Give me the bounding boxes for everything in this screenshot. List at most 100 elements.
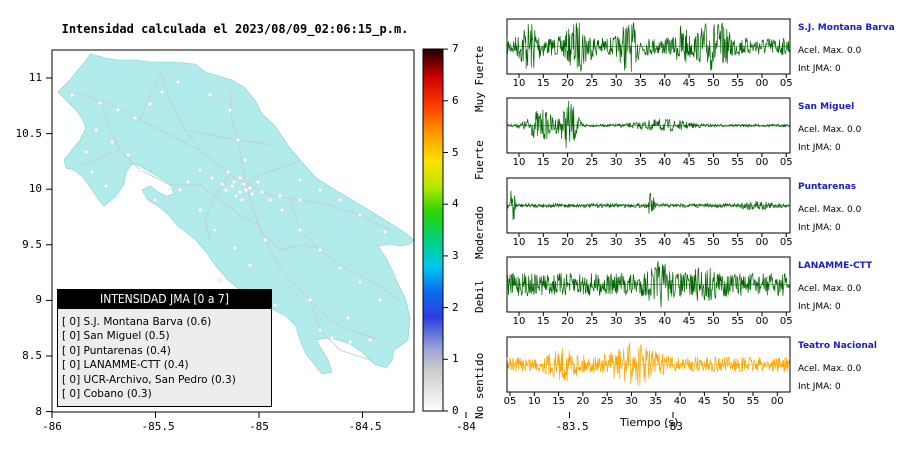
station-dot — [307, 297, 313, 303]
legend-item: [ 0] LANAMME-CTT (0.4) — [62, 359, 189, 372]
station-dot — [159, 89, 165, 95]
legend-item: [ 0] Puntarenas (0.4) — [62, 344, 171, 357]
time-tick-label: 05 — [779, 237, 793, 248]
map-x-tick-label: -84.5 — [348, 420, 382, 433]
map-y-tick-label: 11 — [28, 71, 42, 84]
station-dot — [217, 277, 223, 283]
time-tick-label: 40 — [658, 237, 672, 248]
station-dot — [243, 187, 249, 193]
time-tick-label: 35 — [634, 78, 647, 89]
colorbar-tick-label: 3 — [452, 248, 459, 262]
waveform-panels — [506, 18, 791, 396]
time-tick-label: 15 — [536, 237, 550, 248]
time-tick-label: 55 — [731, 316, 745, 327]
station-dot — [232, 245, 238, 251]
costa-rica-landmass — [57, 53, 414, 375]
colorbar-category-label: Fuerte — [473, 140, 486, 181]
time-tick-label: 55 — [731, 237, 745, 248]
colorbar-tick-label: 4 — [452, 197, 459, 211]
colorbar-category-label: Debil — [473, 279, 486, 313]
station-dot — [231, 179, 237, 185]
station-dot — [83, 149, 89, 155]
station-dot — [247, 262, 253, 268]
station-acel: Acel. Max. 0.0 — [798, 284, 862, 294]
waveform-panel — [506, 177, 791, 237]
station-dot — [185, 179, 191, 185]
station-dot — [297, 177, 303, 183]
station-dot — [357, 212, 363, 218]
time-tick-label: 35 — [649, 396, 663, 407]
time-tick-label: 30 — [609, 316, 623, 327]
station-dot — [367, 337, 373, 343]
station-dot — [97, 100, 103, 106]
time-tick-label: 25 — [585, 237, 599, 248]
map-title: Intensidad calculada el 2023/08/09_02:06… — [61, 22, 409, 36]
station-dot — [209, 175, 215, 181]
map-y-tick-label: 9 — [35, 293, 42, 307]
station-name: San Miguel — [798, 102, 855, 112]
station-dot — [297, 227, 303, 233]
station-dot — [279, 207, 285, 213]
station-dot — [125, 152, 131, 158]
colorbar-tick-label: 0 — [452, 404, 459, 417]
time-tick-label: 10 — [527, 396, 541, 407]
map-x-tick-label: -86 — [42, 420, 62, 433]
time-tick-label: 35 — [634, 157, 647, 168]
time-tick-label: 20 — [561, 316, 574, 327]
time-tick-label: 15 — [536, 157, 550, 168]
time-tick-label: 55 — [731, 78, 745, 89]
station-dot — [345, 315, 351, 321]
station-dot — [262, 237, 268, 243]
time-tick-label: 45 — [682, 316, 696, 327]
station-int: Int JMA: 0 — [798, 302, 841, 312]
map-x-tick-label: -83 — [663, 420, 683, 433]
legend-item: [ 0] S.J. Montana Barva (0.6) — [62, 316, 212, 328]
time-tick-label: 45 — [682, 237, 696, 248]
map-y-tick-label: 10 — [28, 182, 42, 196]
station-acel: Acel. Max. 0.0 — [798, 46, 862, 56]
time-tick-label: 55 — [746, 396, 760, 407]
time-tick-label: 40 — [658, 157, 672, 168]
station-int: Int JMA: 0 — [798, 382, 841, 392]
time-tick-label: 30 — [609, 237, 623, 248]
station-dot — [241, 181, 247, 187]
time-tick-label: 00 — [770, 396, 784, 407]
station-dot — [227, 107, 233, 113]
station-dot — [267, 197, 273, 203]
station-dot — [247, 185, 253, 191]
station-dot — [115, 193, 121, 199]
time-tick-label: 35 — [634, 237, 647, 248]
station-dot — [249, 191, 255, 197]
time-tick-label: 15 — [552, 396, 565, 407]
station-dot — [69, 92, 75, 98]
time-tick-label: 00 — [755, 78, 769, 89]
station-dot — [242, 157, 248, 163]
station-dot — [235, 137, 241, 143]
map-x-tick-label: -85.5 — [141, 420, 175, 433]
station-dot — [377, 297, 383, 303]
station-dot — [197, 207, 203, 213]
colorbar-category-label: Muy Fuerte — [473, 45, 486, 112]
station-dot — [233, 193, 239, 199]
station-dot — [103, 183, 109, 189]
colorbar-tick-label: 2 — [452, 300, 459, 314]
time-tick-label: 25 — [585, 78, 599, 89]
waveform-trace — [506, 100, 791, 149]
time-tick-label: 50 — [707, 157, 720, 168]
station-dot — [317, 247, 323, 253]
waveform-panel — [506, 18, 791, 78]
station-dot — [197, 167, 203, 173]
station-dot — [137, 167, 143, 173]
station-acel: Acel. Max. 0.0 — [798, 125, 862, 135]
time-tick-label: 20 — [576, 396, 590, 407]
time-tick-label: 15 — [536, 78, 550, 89]
time-tick-label: 35 — [634, 316, 647, 327]
time-tick-label: 40 — [673, 396, 687, 407]
station-dot — [225, 169, 231, 175]
time-tick-label: 30 — [609, 157, 623, 168]
station-dot — [223, 187, 229, 193]
station-dot — [109, 139, 115, 145]
station-dot — [152, 197, 158, 203]
colorbar-tick-label: 7 — [452, 42, 459, 56]
